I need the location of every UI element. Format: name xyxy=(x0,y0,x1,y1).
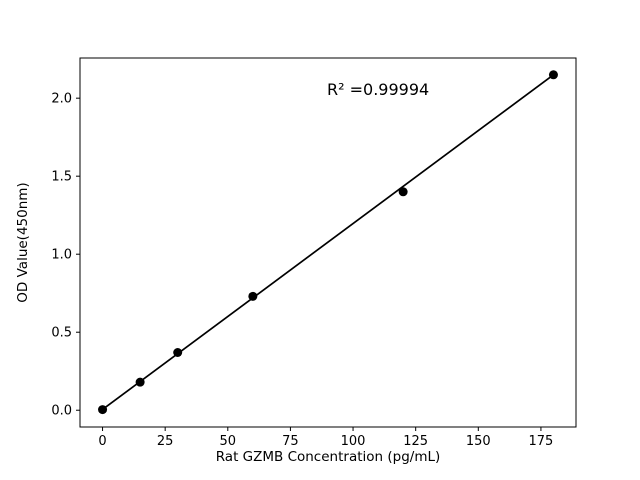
x-tick-label: 0 xyxy=(98,434,106,449)
x-tick-label: 25 xyxy=(157,434,174,449)
data-point xyxy=(248,291,258,301)
x-tick-label: 100 xyxy=(341,434,366,449)
y-tick-label: 1.5 xyxy=(51,170,72,185)
plot-border xyxy=(79,57,577,428)
data-point xyxy=(398,187,408,197)
x-tick-label: 75 xyxy=(282,434,299,449)
y-tick-label: 2.0 xyxy=(51,92,72,107)
plot-area: 0 25 50 75 100 125 150 175 0.0 0.5 1.0 1.5 2.0 xyxy=(51,57,577,449)
y-tick-label: 0.5 xyxy=(51,326,72,341)
x-tick-label: 150 xyxy=(466,434,491,449)
x-tick-label: 50 xyxy=(220,434,237,449)
x-tick-label: 125 xyxy=(403,434,428,449)
x-tick-label: 175 xyxy=(529,434,554,449)
y-tick-label: 1.0 xyxy=(51,248,72,263)
data-point xyxy=(173,347,183,357)
y-axis-label: OD Value(450nm) xyxy=(15,182,31,302)
fit-line xyxy=(102,74,554,411)
x-axis-label: Rat GZMB Concentration (pg/mL) xyxy=(216,449,441,465)
data-point xyxy=(98,405,108,415)
annotation-r-squared: R² =0.99994 xyxy=(327,80,429,99)
y-tick-label: 0.0 xyxy=(51,404,72,419)
data-point xyxy=(135,377,145,387)
data-point xyxy=(548,70,558,80)
